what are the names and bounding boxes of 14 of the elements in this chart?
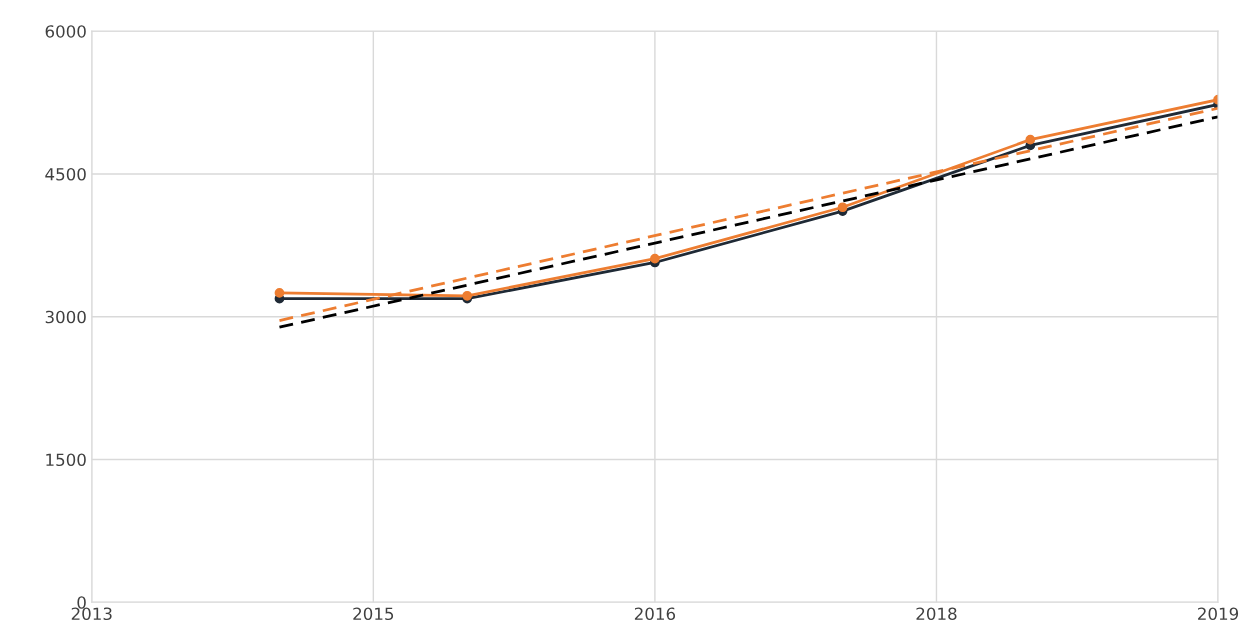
- x-tick-label: 2019: [1198, 607, 1239, 621]
- point: [650, 253, 660, 264]
- x-tick-label: 2015: [353, 607, 394, 621]
- y-tick-label: 6000: [45, 25, 86, 38]
- point: [837, 202, 848, 213]
- y-tick-label: 1500: [46, 453, 86, 467]
- x-tick-label: 2013: [71, 607, 112, 621]
- x-tick-label: 2016: [634, 607, 676, 621]
- y-tick-label: 4500: [45, 167, 86, 181]
- point: [1025, 134, 1036, 145]
- point: [274, 288, 285, 298]
- x-tick-label: 2018: [916, 607, 957, 621]
- y-tick-label: 3000: [45, 310, 86, 324]
- y-tick-label: 0: [77, 596, 86, 609]
